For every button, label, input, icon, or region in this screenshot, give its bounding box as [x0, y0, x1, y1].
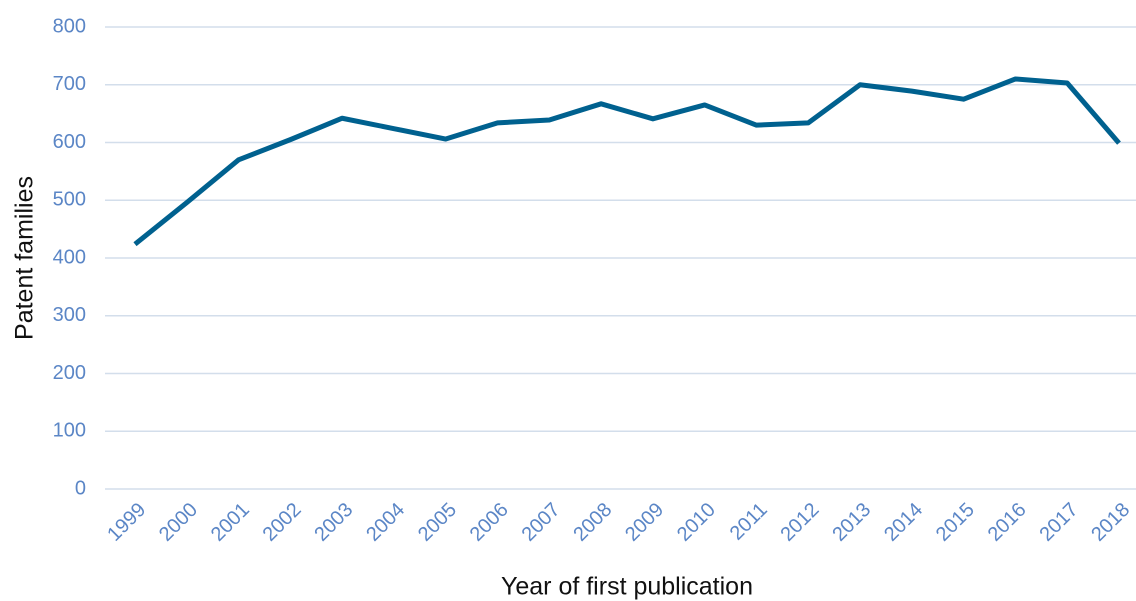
x-tick-label: 2017 [1035, 499, 1082, 546]
x-tick-label: 2015 [932, 499, 979, 546]
y-tick-label: 500 [53, 189, 86, 211]
x-tick-label: 2001 [207, 499, 254, 546]
x-tick-label: 2002 [259, 499, 306, 546]
y-tick-label: 0 [75, 477, 86, 499]
y-tick-label: 200 [53, 362, 86, 384]
x-tick-label: 2010 [673, 499, 720, 546]
x-tick-label: 2016 [984, 499, 1031, 546]
y-tick-label: 600 [53, 131, 86, 153]
x-tick-label: 2003 [310, 499, 357, 546]
x-tick-label: 2013 [828, 499, 875, 546]
x-tick-label: 1999 [103, 499, 150, 546]
y-tick-label: 700 [53, 73, 86, 95]
line [133, 76, 1121, 247]
y-axis-title: Patent families [11, 176, 39, 340]
x-tick-label: 2012 [777, 499, 824, 546]
x-tick-label: 2004 [362, 499, 409, 546]
x-tick-label: 2005 [414, 499, 461, 546]
y-tick-label: 300 [53, 304, 86, 326]
x-tick-label: 2014 [880, 499, 927, 546]
x-tick-label: 2009 [621, 499, 668, 546]
x-tick-label: 2011 [726, 499, 772, 545]
x-tick-label: 2000 [155, 499, 202, 546]
x-axis-title: Year of first publication [501, 573, 753, 601]
y-tick-label: 800 [53, 15, 86, 37]
x-tick-label: 2006 [466, 499, 513, 546]
y-tick-label: 400 [53, 246, 86, 268]
x-tick-label: 2008 [569, 499, 616, 546]
x-tick-label: 2018 [1087, 499, 1134, 546]
x-tick-label: 2007 [518, 499, 565, 546]
y-tick-label: 100 [53, 420, 86, 442]
